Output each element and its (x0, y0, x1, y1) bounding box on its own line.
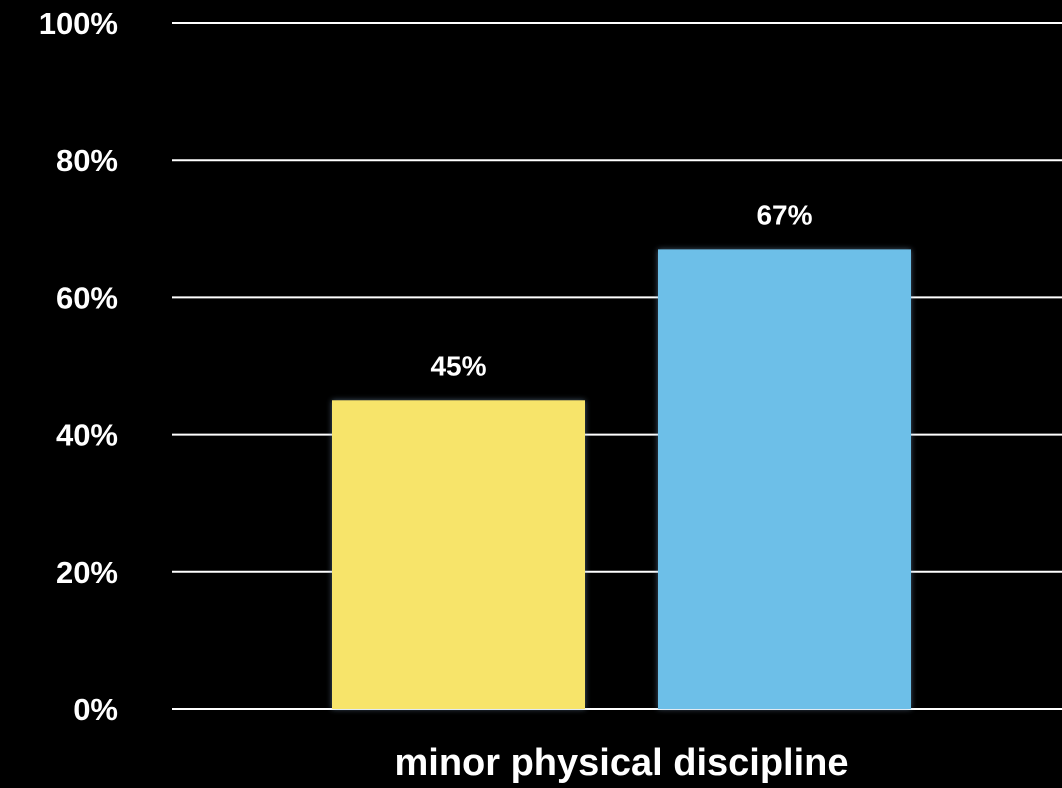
data-label: 45% (430, 350, 486, 381)
gridlines (172, 22, 1062, 710)
x-category-label: minor physical discipline (394, 742, 848, 784)
y-tick-label: 40% (56, 418, 118, 453)
y-tick-label: 100% (39, 6, 118, 41)
data-label: 67% (756, 199, 812, 230)
x-axis-categories: minor physical discipline (394, 742, 848, 784)
y-tick-label: 60% (56, 280, 118, 315)
y-tick-label: 0% (73, 692, 118, 727)
y-tick-label: 80% (56, 143, 118, 178)
data-labels: 45% 67% (430, 199, 812, 381)
bars (332, 249, 911, 709)
bar (332, 400, 585, 709)
y-tick-label: 20% (56, 555, 118, 590)
y-axis-ticks: 0% 20% 40% 60% 80% 100% (39, 6, 118, 727)
bar (658, 249, 911, 709)
